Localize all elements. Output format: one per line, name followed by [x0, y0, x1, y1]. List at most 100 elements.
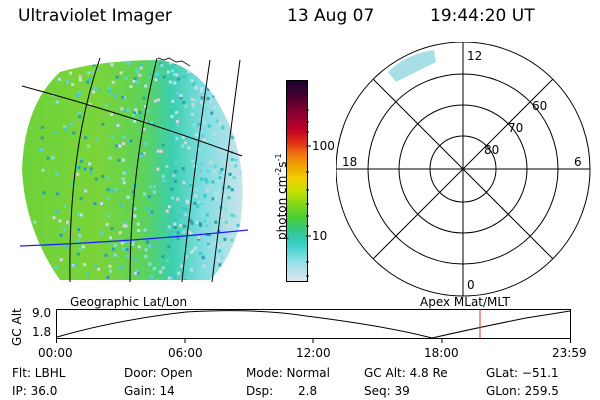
noise-pixel [223, 135, 227, 139]
noise-pixel [230, 95, 234, 99]
noise-pixel [83, 167, 87, 171]
noise-pixel [119, 265, 123, 269]
noise-pixel [211, 67, 215, 71]
noise-pixel [139, 64, 143, 67]
door-info: Door: Open [124, 366, 193, 380]
noise-pixel [138, 111, 142, 114]
noise-pixel [197, 123, 200, 126]
noise-pixel [222, 106, 226, 110]
noise-pixel [173, 274, 177, 278]
altitude-xtick: 00:00 [38, 346, 73, 360]
noise-pixel [175, 73, 179, 77]
noise-pixel [109, 269, 113, 273]
noise-pixel [138, 73, 142, 77]
noise-pixel [201, 65, 205, 69]
noise-pixel [194, 194, 198, 198]
noise-pixel [209, 182, 213, 186]
noise-pixel [173, 81, 177, 85]
noise-pixel [167, 276, 171, 280]
noise-pixel [245, 184, 248, 187]
noise-pixel [180, 264, 184, 268]
noise-pixel [187, 70, 191, 73]
noise-pixel [93, 86, 97, 90]
noise-pixel [148, 195, 152, 199]
noise-pixel [152, 267, 156, 270]
noise-pixel [204, 60, 207, 63]
noise-pixel [182, 224, 186, 228]
noise-pixel [246, 131, 249, 134]
noise-pixel [188, 230, 192, 234]
noise-pixel [166, 89, 170, 93]
noise-pixel [191, 102, 195, 106]
noise-pixel [156, 98, 160, 102]
noise-pixel [143, 228, 147, 232]
noise-pixel [201, 254, 205, 258]
noise-pixel [132, 190, 135, 194]
noise-pixel [187, 90, 190, 94]
noise-pixel [180, 144, 184, 148]
noise-pixel [88, 102, 92, 106]
noise-pixel [88, 77, 92, 81]
noise-pixel [195, 188, 199, 192]
noise-pixel [79, 197, 83, 201]
noise-pixel [86, 271, 90, 275]
noise-pixel [251, 129, 254, 132]
noise-pixel [46, 156, 50, 160]
noise-pixel [63, 125, 67, 129]
noise-pixel [233, 274, 237, 278]
noise-pixel [199, 169, 203, 173]
noise-pixel [54, 266, 58, 270]
noise-pixel [239, 109, 243, 113]
noise-pixel [172, 73, 176, 76]
noise-pixel [231, 254, 234, 258]
noise-pixel [236, 223, 240, 227]
noise-pixel [239, 171, 243, 175]
noise-pixel [200, 162, 204, 166]
noise-pixel [237, 76, 241, 80]
noise-pixel [226, 62, 230, 66]
noise-pixel [168, 80, 172, 84]
noise-pixel [56, 192, 60, 196]
noise-pixel [150, 210, 154, 214]
noise-pixel [127, 61, 131, 65]
noise-pixel [161, 266, 165, 270]
noise-pixel [247, 199, 250, 202]
noise-pixel [146, 240, 149, 244]
noise-pixel [59, 233, 63, 237]
noise-pixel [214, 197, 218, 201]
emission-noise [33, 56, 254, 280]
noise-pixel [209, 160, 213, 164]
apex-caption: Apex MLat/MLT [420, 295, 510, 309]
equator-line [19, 229, 249, 247]
noise-pixel [195, 221, 199, 225]
noise-pixel [140, 152, 144, 156]
noise-pixel [145, 207, 149, 210]
noise-pixel [84, 136, 88, 140]
noise-pixel [214, 74, 218, 78]
noise-pixel [69, 71, 72, 75]
noise-pixel [218, 56, 221, 59]
noise-pixel [144, 248, 148, 252]
noise-pixel [211, 225, 215, 229]
noise-pixel [65, 220, 69, 224]
noise-pixel [246, 97, 249, 100]
noise-pixel [122, 181, 126, 185]
noise-pixel [107, 89, 111, 93]
noise-pixel [244, 58, 247, 61]
noise-pixel [70, 122, 74, 126]
dsp-label: Dsp: [246, 384, 274, 398]
noise-pixel [191, 160, 195, 164]
noise-pixel [78, 78, 82, 82]
noise-pixel [182, 169, 186, 173]
noise-pixel [150, 275, 153, 279]
noise-pixel [173, 222, 177, 226]
noise-pixel [245, 146, 248, 149]
noise-pixel [201, 134, 205, 138]
noise-pixel [170, 187, 174, 191]
latitude-line [21, 85, 243, 157]
noise-pixel [179, 224, 183, 228]
seq-info: Seq: 39 [364, 384, 410, 398]
noise-pixel [212, 106, 216, 109]
noise-pixel [202, 120, 206, 124]
noise-pixel [219, 277, 223, 280]
